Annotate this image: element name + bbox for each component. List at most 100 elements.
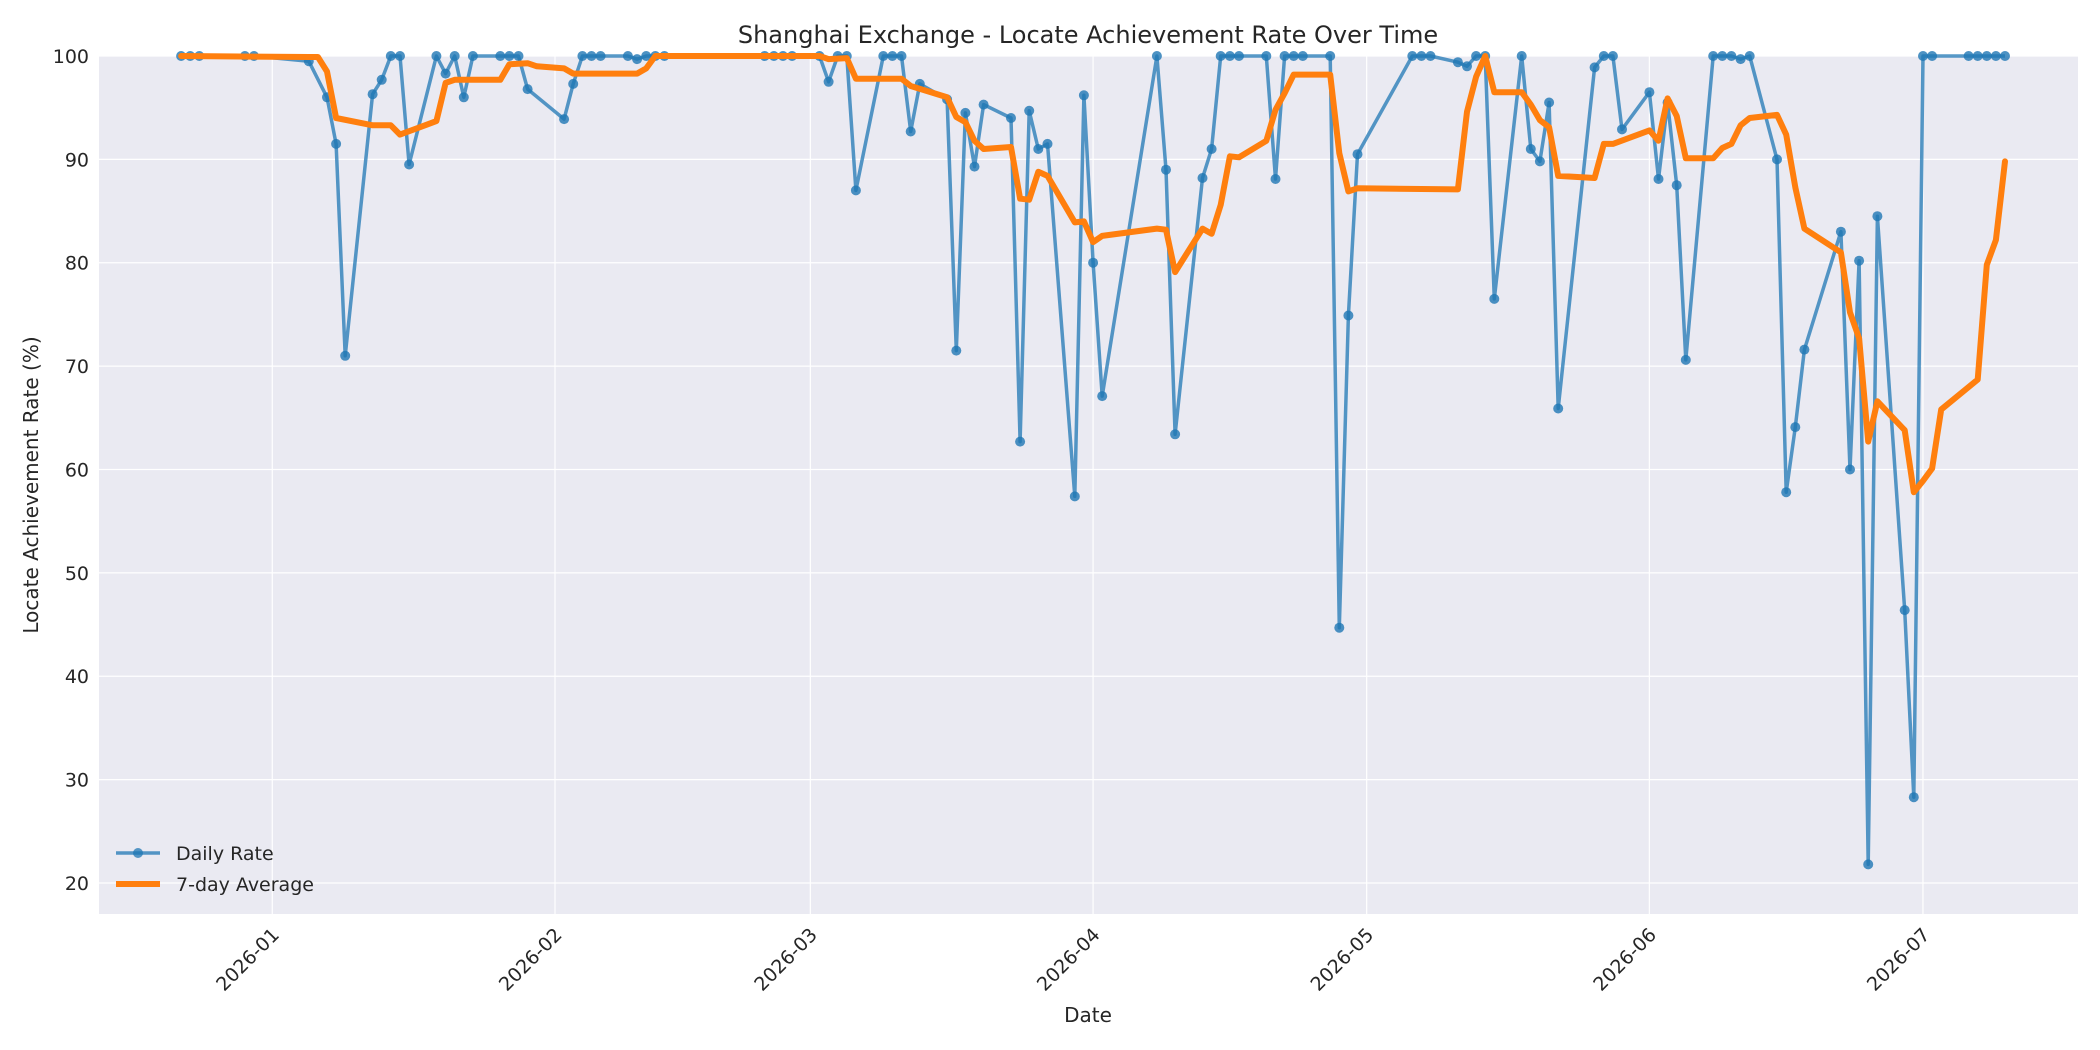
daily-rate-point	[586, 51, 597, 61]
daily-rate-point	[449, 51, 460, 61]
daily-rate-point	[1607, 51, 1618, 61]
series-daily-rate	[176, 51, 2010, 870]
y-tick-label: 90	[65, 149, 89, 171]
daily-rate-point	[1224, 51, 1235, 61]
daily-rate-point	[395, 51, 405, 61]
daily-rate-point	[513, 51, 524, 61]
daily-rate-point	[1799, 344, 1810, 355]
daily-rate-point	[1516, 51, 1527, 61]
daily-rate-point	[1927, 51, 1938, 61]
daily-rate-point	[504, 51, 515, 61]
daily-rate-point	[1790, 422, 1801, 433]
daily-rate-point	[1471, 51, 1482, 61]
daily-rate-point	[1270, 174, 1281, 184]
daily-rate-point	[467, 51, 478, 61]
daily-rate-point	[1781, 487, 1792, 498]
y-tick-label: 50	[65, 563, 89, 585]
daily-rate-point	[1680, 354, 1691, 365]
daily-rate-point	[1854, 255, 1865, 266]
daily-rate-point	[1197, 173, 1208, 183]
y-axis-label: Locate Achievement Rate (%)	[19, 336, 43, 633]
daily-rate-point	[1006, 113, 1016, 123]
daily-rate-point	[1352, 149, 1363, 160]
y-tick-label: 20	[65, 873, 89, 895]
daily-rate-point	[1452, 57, 1463, 68]
daily-rate-point	[1726, 51, 1737, 61]
daily-rate-point	[376, 74, 387, 85]
daily-rate-point	[522, 84, 533, 95]
daily-rate-point	[1425, 51, 1436, 61]
y-tick-label: 70	[65, 356, 89, 378]
daily-rate-point	[2000, 51, 2010, 61]
daily-rate-point	[1088, 257, 1099, 268]
daily-rate-point	[1325, 51, 1336, 61]
daily-rate-point	[1671, 180, 1682, 191]
daily-rate-point	[1069, 491, 1080, 502]
daily-rate-point	[458, 92, 469, 103]
daily-rate-point	[969, 161, 980, 172]
legend-daily-marker	[133, 848, 143, 858]
daily-rate-point	[1990, 51, 2001, 61]
daily-rate-point	[577, 51, 588, 61]
daily-rate-point	[1024, 105, 1035, 116]
x-axis-label: Date	[1064, 1003, 1112, 1027]
daily-rate-point	[1735, 54, 1746, 65]
daily-rate-point	[595, 51, 606, 61]
daily-rate-point	[641, 51, 652, 61]
daily-rate-point	[1598, 51, 1609, 61]
daily-rate-point	[1589, 62, 1600, 73]
daily-rate-point	[951, 345, 962, 356]
daily-rate-point	[1772, 154, 1782, 165]
daily-rate-point	[896, 51, 907, 61]
daily-rate-point	[568, 78, 579, 89]
daily-rate-point	[559, 114, 570, 125]
daily-rate-point	[1279, 51, 1290, 61]
daily-rate-point	[1462, 61, 1472, 72]
daily-rate-point	[431, 51, 442, 61]
daily-rate-point	[1343, 310, 1354, 321]
daily-rate-point	[1981, 51, 1992, 61]
chart-title: Shanghai Exchange - Locate Achievement R…	[738, 21, 1438, 49]
daily-rate-point	[1918, 51, 1928, 61]
daily-rate-point	[495, 51, 506, 61]
daily-rate-point	[887, 51, 898, 61]
daily-rate-point	[1489, 293, 1500, 304]
daily-rate-point	[440, 68, 451, 79]
daily-rate-point	[850, 185, 861, 196]
daily-rate-point	[1206, 144, 1217, 154]
daily-rate-point	[1872, 211, 1883, 222]
daily-rate-point	[340, 350, 351, 361]
daily-rate-point	[1653, 174, 1664, 184]
daily-rate-point	[1544, 97, 1555, 108]
daily-rate-point	[1297, 51, 1308, 61]
daily-rate-point	[1963, 51, 1974, 61]
seven-day-average-line	[178, 53, 2008, 496]
daily-rate-point	[1033, 144, 1044, 154]
daily-rate-point	[1170, 429, 1181, 440]
daily-rate-point	[1097, 391, 1108, 402]
legend: Daily Rate 7-day Average	[116, 843, 314, 896]
daily-rate-point	[1234, 51, 1244, 61]
daily-rate-point	[331, 138, 342, 149]
daily-rate-point	[1863, 859, 1874, 870]
daily-rate-point	[1161, 164, 1171, 175]
series-7-day-average	[178, 53, 2008, 496]
y-tick-label: 60	[65, 459, 89, 481]
daily-rate-point	[1708, 51, 1719, 61]
daily-rate-point	[1617, 124, 1627, 135]
y-tick-label: 30	[65, 770, 89, 792]
daily-rate-point	[404, 159, 415, 170]
daily-rate-point	[878, 51, 889, 61]
legend-avg-label: 7-day Average	[176, 874, 314, 896]
daily-rate-point	[1908, 792, 1919, 803]
daily-rate-point	[1534, 156, 1545, 167]
daily-rate-point	[1151, 51, 1162, 61]
y-axis-ticks: 20 30 40 50 60 70 80 90 100	[53, 46, 89, 895]
daily-rate-point	[1042, 138, 1053, 149]
daily-rate-point	[1717, 51, 1728, 61]
daily-rate-point	[978, 99, 989, 110]
daily-rate-point	[632, 54, 643, 65]
daily-rate-point	[905, 126, 916, 137]
daily-rate-point	[367, 89, 378, 100]
